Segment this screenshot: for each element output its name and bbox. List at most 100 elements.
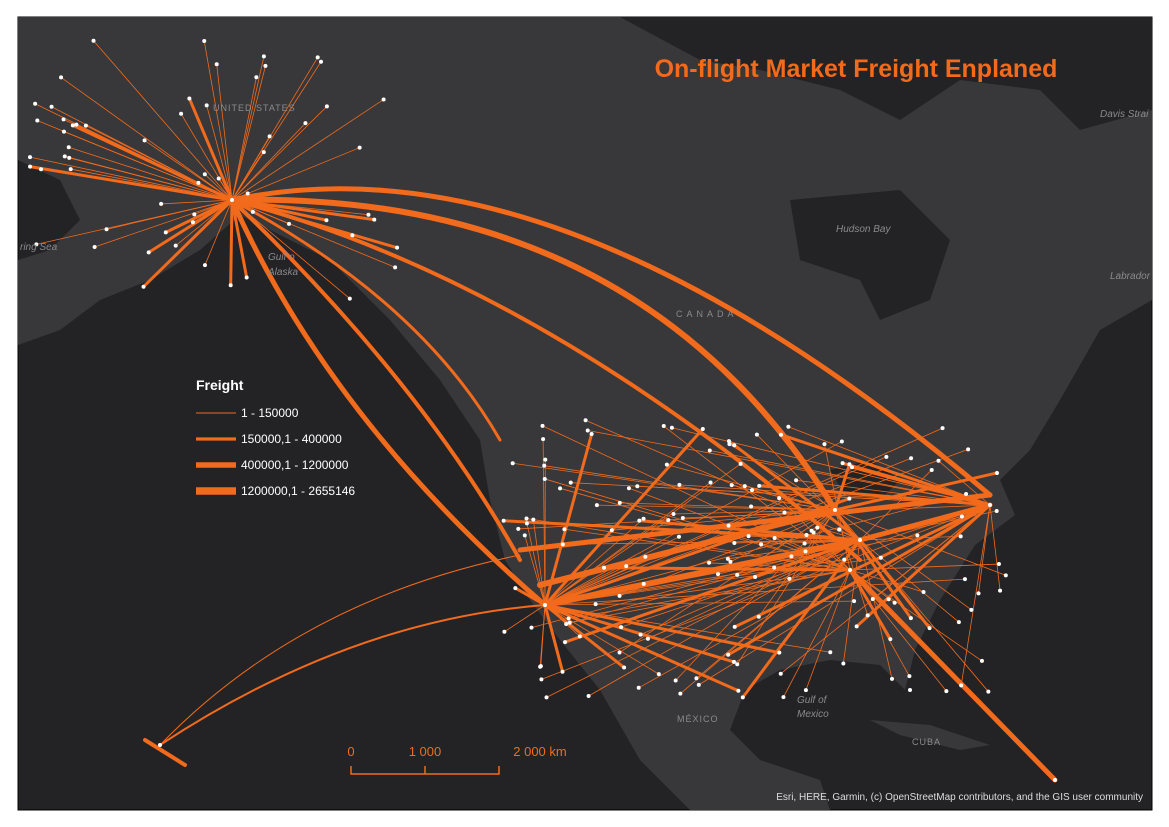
airport-dot [568, 480, 573, 485]
airport-dot [538, 664, 543, 669]
place-label: Hudson Bay [836, 224, 891, 235]
flow-line [566, 504, 991, 625]
flow-line [544, 565, 627, 606]
flow-line [161, 199, 233, 205]
airport-dot [619, 625, 624, 630]
airport-dot [847, 496, 852, 501]
flow-line [859, 516, 963, 541]
airport-dot [393, 265, 398, 270]
airport-dot [141, 284, 146, 289]
airport-dot [890, 676, 895, 681]
flow-line [842, 539, 861, 664]
airport-dot [62, 154, 67, 159]
airport-dot [969, 607, 974, 612]
flow-line [192, 199, 233, 223]
flow-line [159, 604, 546, 746]
airport-dot [958, 534, 963, 539]
airport-dot [781, 695, 786, 700]
flow-line [938, 460, 991, 506]
place-label: CUBA [912, 737, 941, 747]
flow-line [544, 518, 644, 606]
airport-dot [962, 577, 967, 582]
flow-line [817, 527, 861, 541]
legend-label: 1200000,1 - 2655146 [241, 484, 355, 498]
flow-line [539, 604, 546, 667]
airport-dot [1003, 573, 1008, 578]
flow-line [737, 509, 836, 576]
airport-dot [28, 155, 33, 160]
flow-line [229, 197, 548, 608]
airport-dot [854, 624, 859, 629]
airport-dot [964, 492, 969, 497]
airport-dot [187, 96, 192, 101]
flow-line [637, 485, 991, 506]
flow-line [647, 539, 861, 640]
flow-line [70, 168, 233, 201]
airport-dot [700, 426, 705, 431]
place-label: Davis Strai [1100, 109, 1149, 120]
airport-dot [586, 693, 591, 698]
airport-dot [753, 575, 758, 580]
legend-label: 1 - 150000 [241, 406, 299, 420]
airport-dot [324, 104, 329, 109]
airport-dot [664, 462, 669, 467]
airport-dot [833, 508, 837, 512]
airport-dot [669, 425, 674, 430]
airport-dot [736, 688, 741, 693]
airport-dot [589, 432, 594, 437]
flow-line [175, 199, 233, 246]
place-label: C A N A D A [676, 309, 735, 319]
airport-dot [564, 621, 569, 626]
airport-dot [886, 597, 891, 602]
airport-dot [789, 554, 794, 559]
airport-dot [315, 55, 320, 60]
airport-dot [746, 534, 751, 539]
airport-dot [757, 483, 762, 488]
flow-line [978, 504, 991, 594]
flow-line [544, 427, 943, 606]
scale-label: 1 000 [409, 744, 442, 759]
airport-dot [74, 122, 79, 127]
flow-line [159, 554, 521, 746]
airport-dot [676, 534, 681, 539]
legend-title: Freight [196, 377, 244, 393]
flow-line [619, 509, 836, 597]
place-label: Alaska [267, 267, 298, 278]
flow-line [36, 199, 233, 245]
flow-line [504, 604, 546, 633]
flow-line [187, 97, 234, 201]
flow-line [780, 433, 991, 507]
airport-dot [202, 172, 207, 177]
airport-dot [83, 123, 88, 128]
flow-line [805, 569, 851, 691]
airport-dot [617, 650, 622, 655]
flow-line [639, 519, 861, 542]
airport-dot [956, 620, 961, 625]
airport-dot [828, 650, 833, 655]
airport-dot [732, 443, 737, 448]
airport-dot [822, 442, 827, 447]
flow-line [543, 604, 564, 673]
airport-dot [216, 176, 221, 181]
airport-dot [163, 230, 168, 235]
airport-dot [324, 218, 329, 223]
flow-line [64, 155, 233, 201]
airport-dot [196, 180, 201, 185]
airport-dot [28, 164, 33, 169]
airport-dot [173, 243, 178, 248]
airport-dot [915, 533, 920, 538]
airport-dot [539, 677, 544, 682]
airport-dot [583, 418, 588, 423]
place-label: Gulf of [797, 695, 828, 706]
flow-line [204, 199, 233, 266]
airport-dot [541, 437, 546, 442]
flow-line [834, 509, 972, 611]
flow-line [204, 174, 233, 201]
airport-dot [641, 516, 646, 521]
airport-dot [502, 629, 507, 634]
airport-dot [852, 599, 857, 604]
airport-dot [142, 138, 147, 143]
flow-line [180, 113, 233, 201]
airport-dot [602, 565, 607, 570]
airport-dot [870, 596, 875, 601]
